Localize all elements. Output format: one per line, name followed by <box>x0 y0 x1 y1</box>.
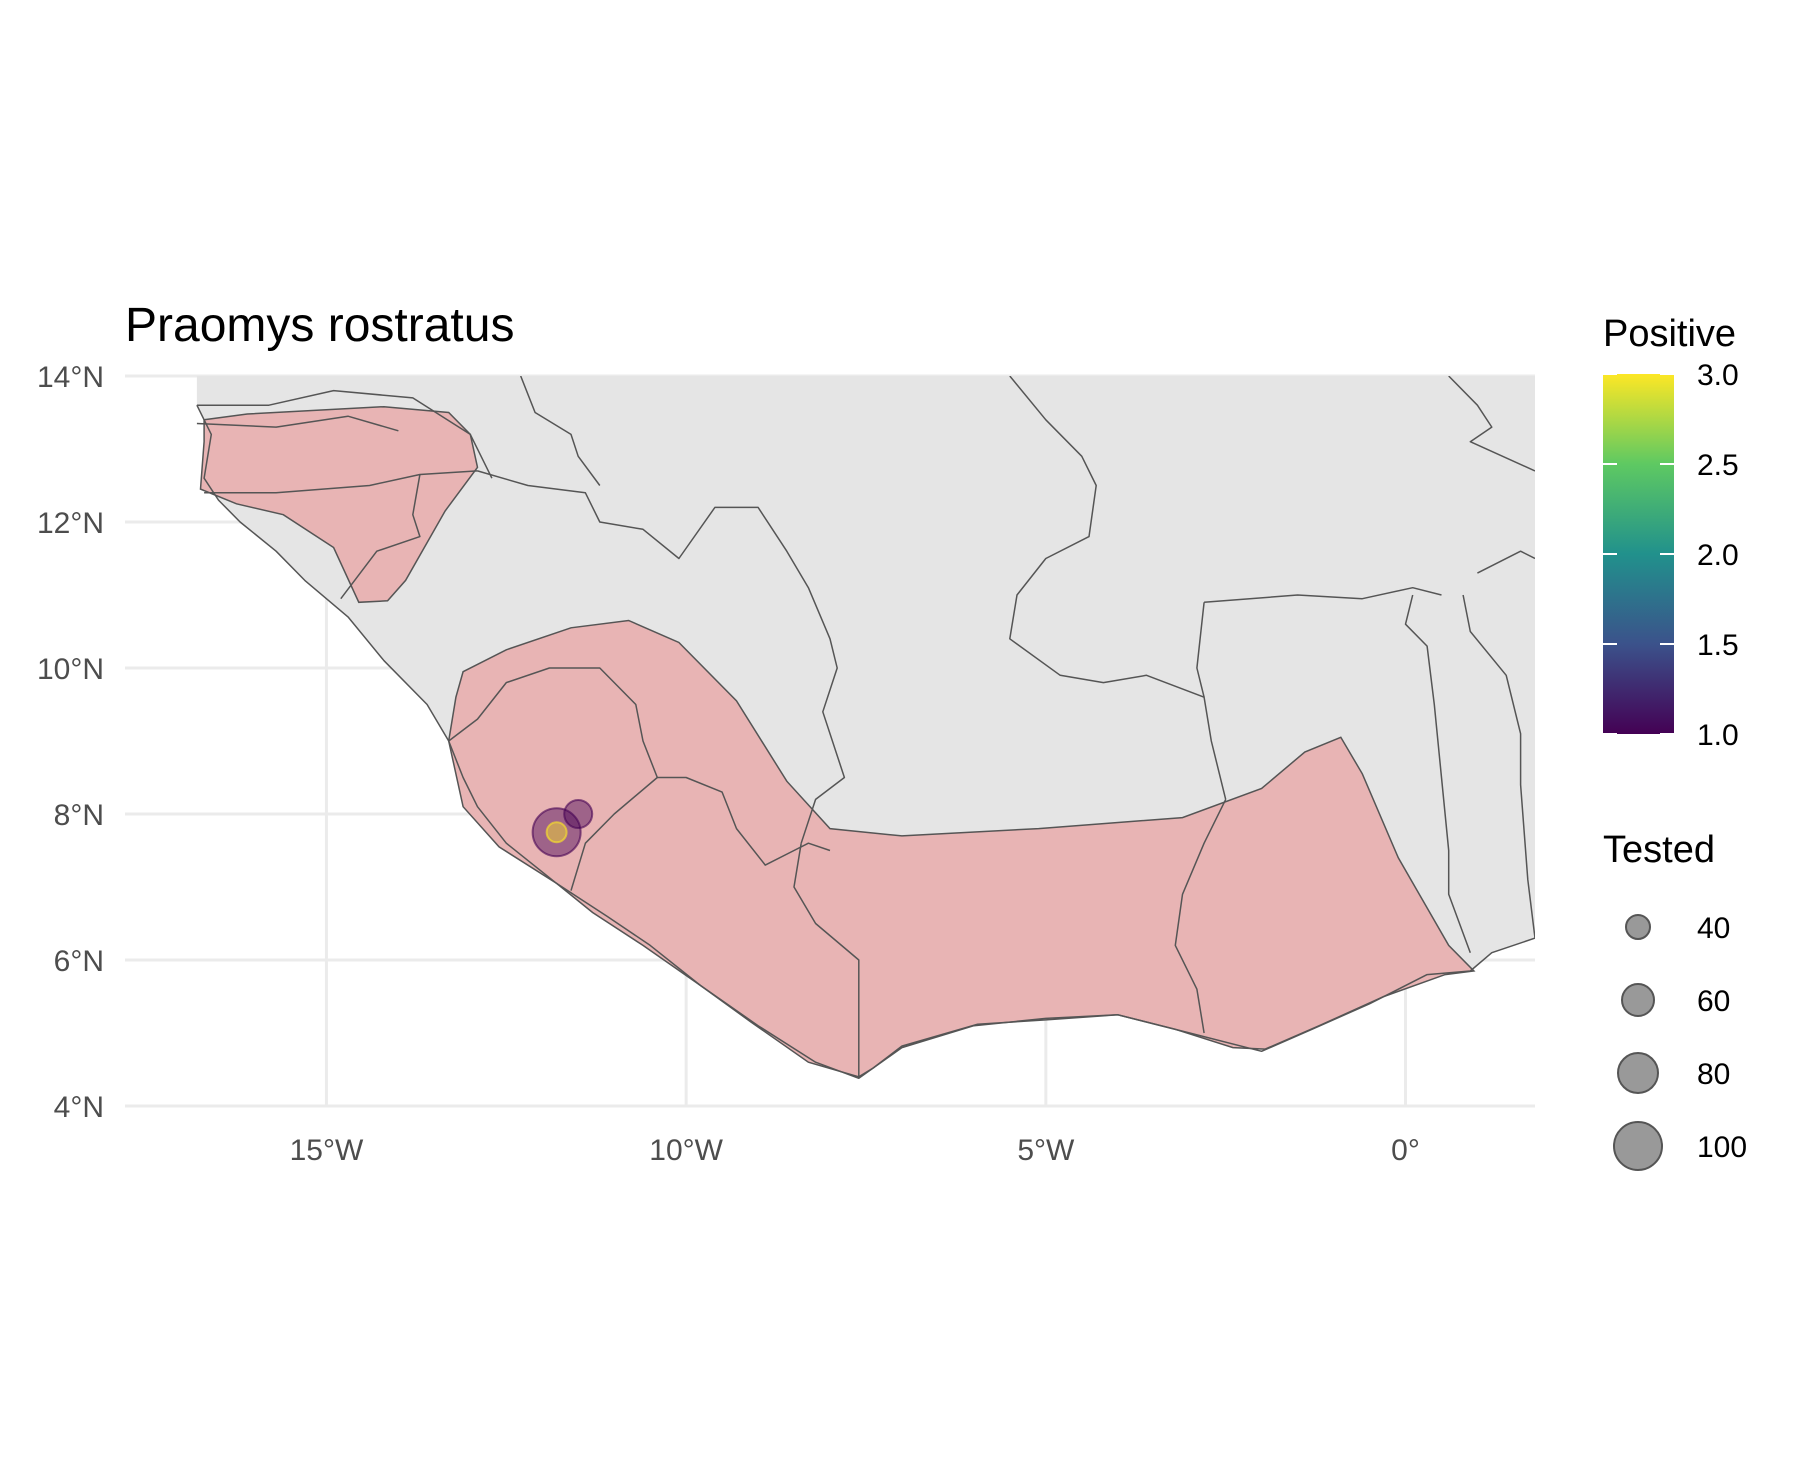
border-mali-burkina <box>1009 376 1227 800</box>
positive-legend-title: Positive <box>1603 313 1736 355</box>
border-ghana-togo <box>1404 594 1472 953</box>
border-liberia-ivory-coast <box>793 843 860 1079</box>
border-gambia-north-border <box>196 389 493 479</box>
y-tick-label-3: 8°N <box>54 799 104 832</box>
y-tick-label-0: 14°N <box>37 361 104 394</box>
y-tick-label-5: 4°N <box>54 1091 104 1124</box>
species-range-west-guinea-senegal <box>199 405 479 604</box>
border-sierra-leone-guinea <box>448 667 659 891</box>
tested-legend-label-3: 100 <box>1697 1131 1747 1164</box>
sample-point-1 <box>531 807 582 858</box>
border-mali-inland-north <box>520 376 601 486</box>
tested-legend: Tested 40 60 80 100 <box>1603 829 1747 1171</box>
map-title: Praomys rostratus <box>125 299 514 352</box>
border-burkina-niger <box>1448 376 1535 472</box>
border-ghana-west <box>1196 602 1205 698</box>
border-guinea-bissau-north <box>204 470 478 494</box>
tested-legend-label-1: 60 <box>1697 985 1730 1018</box>
x-tick-label-3: 0° <box>1391 1134 1420 1167</box>
x-tick-label-0: 15°W <box>290 1134 364 1167</box>
border-burkina-ghana-north <box>1204 586 1442 604</box>
tested-legend-key-3 <box>1613 1121 1663 1171</box>
y-tick-label-1: 12°N <box>37 507 104 540</box>
positive-legend: Positive 3.0 2.5 2.0 1.5 1.0 <box>1603 313 1739 752</box>
tested-legend-label-0: 40 <box>1697 912 1730 945</box>
border-guinea-bissau-east <box>340 474 421 600</box>
border-gambia-south-border <box>196 415 399 432</box>
border-ivory-coast-ghana <box>1174 799 1227 1034</box>
border-togo-benin <box>1462 594 1535 939</box>
tested-legend-key-1 <box>1621 983 1655 1017</box>
tested-legend-key-2 <box>1617 1052 1659 1094</box>
land-layer <box>196 376 1535 1080</box>
border-liberia-guinea <box>657 776 831 866</box>
x-tick-label-1: 10°W <box>649 1134 723 1167</box>
tested-legend-key-0 <box>1625 914 1651 940</box>
colorbar-label-2: 2.0 <box>1697 539 1739 572</box>
sample-point-0 <box>563 799 594 829</box>
colorbar-label-0: 3.0 <box>1697 359 1739 392</box>
y-tick-label-2: 10°N <box>37 653 104 686</box>
x-tick-label-2: 5°W <box>1017 1134 1075 1167</box>
tested-legend-label-2: 80 <box>1697 1058 1730 1091</box>
border-senegal-mali-guinea <box>477 470 846 844</box>
border-benin-niger <box>1477 550 1535 574</box>
colorbar-label-4: 1.0 <box>1697 719 1739 752</box>
colorbar-label-1: 2.5 <box>1697 449 1739 482</box>
colorbar-label-3: 1.5 <box>1697 629 1739 662</box>
tested-legend-title: Tested <box>1603 829 1715 871</box>
border-senegal-gambia-guinea-bissau-coast <box>196 404 1535 1080</box>
axis-labels: 15°W 10°W 5°W 0° 14°N 12°N 10°N 8°N 6°N 4°N <box>37 361 1420 1167</box>
y-tick-label-4: 6°N <box>54 945 104 978</box>
sample-point-2 <box>545 821 568 844</box>
